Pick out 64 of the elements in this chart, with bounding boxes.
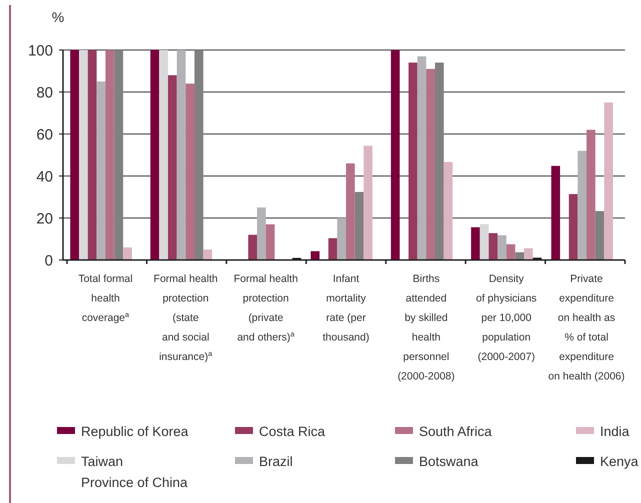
bar bbox=[105, 50, 114, 260]
bar bbox=[248, 234, 258, 260]
bar bbox=[604, 102, 613, 260]
bar bbox=[417, 56, 426, 260]
legend-label: Republic of Korea bbox=[81, 424, 189, 439]
bar bbox=[79, 50, 88, 260]
bar bbox=[337, 218, 346, 260]
y-tick-label: 100 bbox=[28, 42, 53, 60]
bar bbox=[186, 84, 194, 260]
y-tick-label: 0 bbox=[44, 252, 53, 270]
bar bbox=[568, 194, 578, 260]
legend-label: South Africa bbox=[419, 424, 492, 439]
legend-label: India bbox=[600, 424, 630, 439]
bar bbox=[426, 68, 435, 260]
y-tick-label: 80 bbox=[36, 84, 53, 102]
legend-label: Kenya bbox=[600, 454, 639, 469]
bar bbox=[176, 50, 186, 260]
bar bbox=[168, 75, 177, 260]
y-tick-label: 60 bbox=[36, 126, 53, 144]
x-tick-label: Density of physicians per 10,000 population (2000-2007) bbox=[476, 273, 537, 363]
y-tick-label: 40 bbox=[36, 168, 53, 186]
bar bbox=[471, 227, 480, 260]
bar bbox=[488, 233, 498, 260]
bar bbox=[96, 82, 106, 260]
bar bbox=[194, 50, 204, 260]
bar bbox=[480, 224, 489, 260]
bar bbox=[364, 146, 372, 260]
bar bbox=[70, 50, 80, 260]
bar bbox=[114, 50, 124, 260]
bar bbox=[578, 150, 587, 260]
bar bbox=[434, 62, 444, 260]
y-tick-label: 20 bbox=[36, 210, 53, 228]
x-tick-label: Formal health protection (private and others)$^{a}$ bbox=[234, 273, 298, 344]
bar bbox=[551, 166, 560, 260]
bar bbox=[498, 235, 506, 260]
bar bbox=[506, 244, 516, 260]
bar bbox=[150, 50, 160, 260]
legend-label: Taiwan Province of China bbox=[81, 454, 188, 490]
bar bbox=[444, 162, 453, 260]
bar bbox=[390, 50, 400, 260]
bar bbox=[123, 247, 132, 260]
bar bbox=[88, 50, 97, 260]
bar bbox=[524, 248, 533, 260]
bar bbox=[354, 192, 364, 260]
legend-label: Botswana bbox=[419, 454, 479, 469]
legend-label: Brazil bbox=[259, 454, 293, 469]
bar bbox=[586, 130, 596, 260]
x-tick-label: Formal health protection (state and social insurance)$^{a}$ bbox=[154, 273, 218, 363]
bar bbox=[310, 251, 320, 260]
bar bbox=[328, 238, 338, 260]
bar bbox=[266, 224, 275, 260]
legend-label: Costa Rica bbox=[259, 424, 326, 439]
x-tick-label: Private expenditure on health as % of total expenditure on health (2006) bbox=[548, 273, 625, 382]
bar bbox=[257, 208, 266, 260]
x-tick-label: Total formal health coverage$^{a}$ bbox=[78, 273, 133, 324]
x-tick-label: Births attended by skilled health personnel (2000-2008) bbox=[398, 273, 455, 382]
bar bbox=[515, 252, 524, 260]
x-tick-label: Infant mortality rate (per thousand) bbox=[322, 273, 370, 344]
bar bbox=[408, 62, 418, 260]
bar bbox=[159, 50, 168, 260]
bar bbox=[346, 163, 355, 260]
bar bbox=[595, 211, 604, 260]
y-axis-title: % bbox=[52, 9, 64, 25]
bar bbox=[203, 250, 212, 260]
